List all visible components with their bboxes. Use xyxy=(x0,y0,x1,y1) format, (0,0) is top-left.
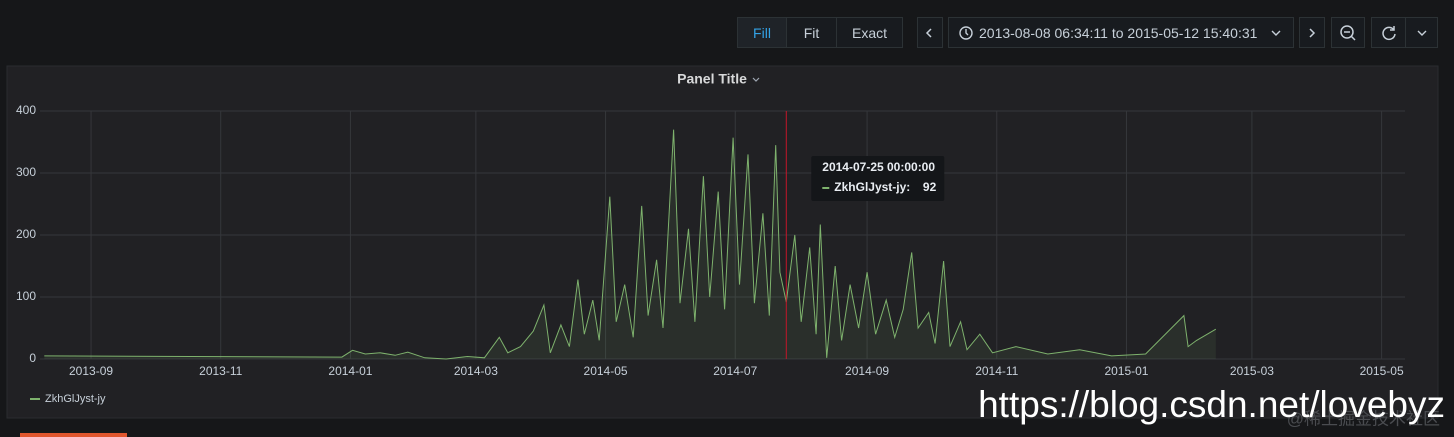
time-range: 2013-08-08 06:34:11 to 2015-05-12 15:40:… xyxy=(979,24,1258,41)
x-tick-label: 2014-11 xyxy=(975,364,1018,378)
title-caret xyxy=(752,77,760,82)
x-tick-label: 2015-03 xyxy=(1230,364,1274,378)
tooltip-time: 2014-07-25 00:00:00 xyxy=(822,160,935,174)
mode-exact[interactable]: Exact xyxy=(836,17,903,48)
zoom-out[interactable] xyxy=(1331,17,1365,48)
time-picker[interactable]: 2013-08-08 06:34:11 to 2015-05-12 15:40:… xyxy=(948,17,1294,48)
clock-icon xyxy=(959,25,973,40)
y-tick-label: 0 xyxy=(29,351,36,365)
series-line xyxy=(44,129,1217,360)
tooltip xyxy=(811,156,945,201)
icon xyxy=(925,27,932,38)
x-tick-label: 2013-11 xyxy=(199,364,242,378)
mode-fill[interactable]: Fill xyxy=(737,17,787,48)
icon xyxy=(1417,30,1426,36)
icon xyxy=(1340,24,1356,41)
y-tick-label: 400 xyxy=(16,103,36,117)
caret xyxy=(1271,30,1281,36)
x-tick-label: 2014-09 xyxy=(845,364,889,378)
x-tick-label: 2014-05 xyxy=(584,364,628,378)
x-tick-label: 2014-07 xyxy=(713,364,757,378)
time-next[interactable] xyxy=(1299,17,1325,48)
legend-label: ZkhGlJyst-jy xyxy=(45,393,106,405)
icon xyxy=(1381,25,1396,40)
x-tick-label: 2015-05 xyxy=(1360,364,1404,378)
x-tick-label: 2015-01 xyxy=(1104,364,1148,378)
y-tick-label: 300 xyxy=(16,165,36,179)
panel-title[interactable]: Panel Title xyxy=(677,71,747,87)
refresh[interactable] xyxy=(1371,17,1406,48)
tooltip-series: ZkhGlJyst-jy: xyxy=(834,180,910,194)
x-tick-label: 2014-01 xyxy=(328,364,372,378)
tooltip-value: 92 xyxy=(923,180,937,194)
icon xyxy=(1309,27,1316,38)
watermark-source: @稀土掘金技术社区 xyxy=(1287,409,1440,428)
watermark-url: https://blog.csdn.net/lovebyz xyxy=(978,384,1445,425)
time-prev[interactable] xyxy=(917,17,943,48)
next-panel-edge xyxy=(20,433,127,437)
y-tick-label: 200 xyxy=(16,227,36,241)
x-tick-label: 2013-09 xyxy=(69,364,113,378)
x-tick-label: 2014-03 xyxy=(454,364,498,378)
mode-fit[interactable]: Fit xyxy=(786,17,837,48)
refresh-interval[interactable] xyxy=(1405,17,1438,48)
y-tick-label: 100 xyxy=(16,289,36,303)
